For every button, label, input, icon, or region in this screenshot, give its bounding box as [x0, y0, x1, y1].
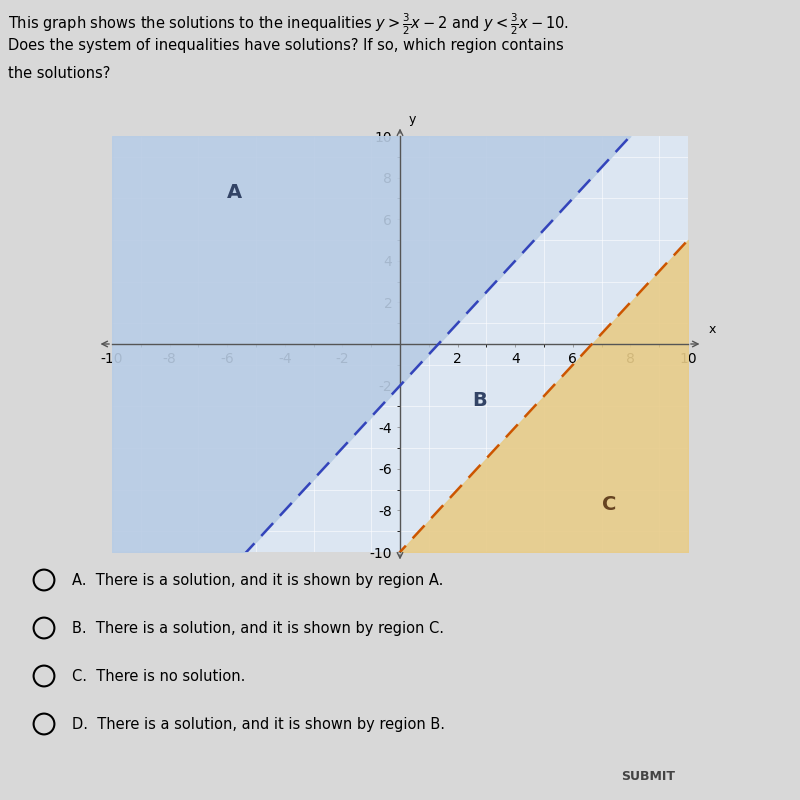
Text: y: y [409, 113, 416, 126]
Text: C: C [602, 495, 616, 514]
Text: A: A [227, 183, 242, 202]
Text: the solutions?: the solutions? [8, 66, 110, 81]
Text: Does the system of inequalities have solutions? If so, which region contains: Does the system of inequalities have sol… [8, 38, 564, 54]
Text: C.  There is no solution.: C. There is no solution. [72, 669, 246, 684]
Text: B.  There is a solution, and it is shown by region C.: B. There is a solution, and it is shown … [72, 621, 444, 636]
Text: D.  There is a solution, and it is shown by region B.: D. There is a solution, and it is shown … [72, 717, 445, 732]
Text: x: x [708, 322, 715, 336]
Text: This graph shows the solutions to the inequalities $y>\frac{3}{2}x-2$ and $y<\fr: This graph shows the solutions to the in… [8, 12, 569, 38]
Text: B: B [472, 391, 486, 410]
Text: SUBMIT: SUBMIT [621, 770, 675, 782]
Text: A.  There is a solution, and it is shown by region A.: A. There is a solution, and it is shown … [72, 573, 443, 588]
